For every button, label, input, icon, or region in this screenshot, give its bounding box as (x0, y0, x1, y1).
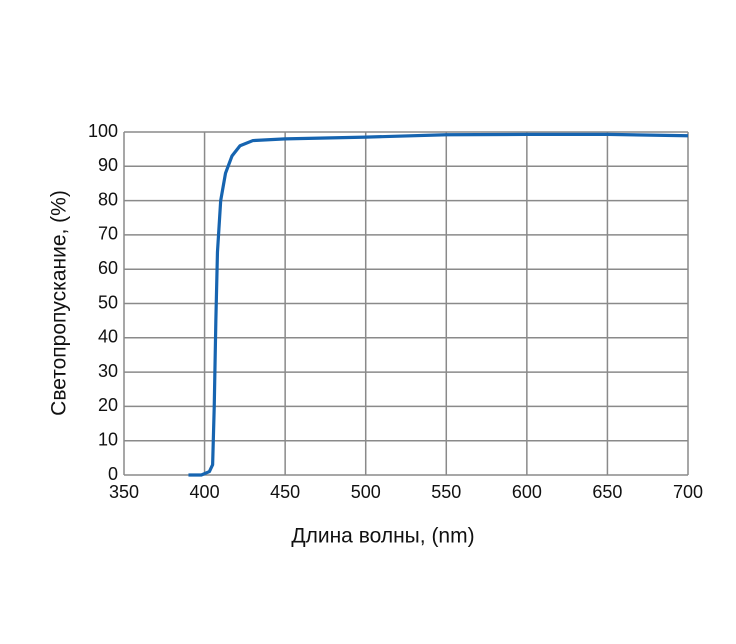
y-tick-label: 0 (108, 464, 118, 484)
x-tick-label: 650 (592, 482, 622, 502)
y-tick-label: 20 (98, 395, 118, 415)
y-tick-label: 60 (98, 258, 118, 278)
x-tick-label: 600 (512, 482, 542, 502)
y-tick-label: 50 (98, 292, 118, 312)
x-axis-title: Длина волны, (nm) (291, 525, 474, 548)
y-tick-label: 30 (98, 361, 118, 381)
x-tick-label: 400 (190, 482, 220, 502)
y-tick-label: 100 (88, 121, 118, 141)
x-tick-label: 700 (673, 482, 703, 502)
y-tick-label: 80 (98, 189, 118, 209)
y-axis-title: Светопропускание, (%) (48, 190, 71, 416)
x-tick-label: 500 (351, 482, 381, 502)
y-tick-label: 10 (98, 429, 118, 449)
y-tick-label: 40 (98, 327, 118, 347)
x-tick-label: 350 (109, 482, 139, 502)
x-tick-label: 450 (270, 482, 300, 502)
x-tick-label: 550 (431, 482, 461, 502)
y-tick-label: 70 (98, 224, 118, 244)
y-tick-label: 90 (98, 155, 118, 175)
data-line (188, 132, 689, 477)
